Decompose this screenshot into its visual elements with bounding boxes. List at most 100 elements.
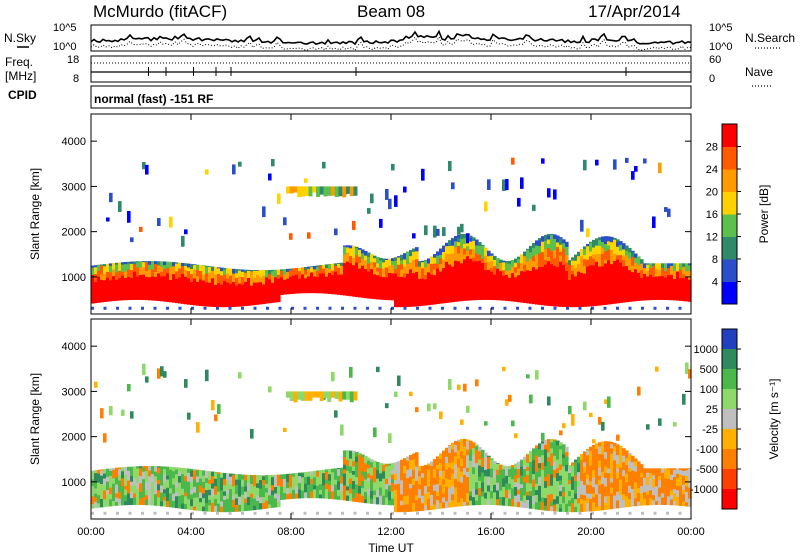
range-cell bbox=[250, 279, 254, 286]
range-cell bbox=[667, 267, 671, 276]
range-cell bbox=[190, 488, 194, 495]
range-cell bbox=[577, 485, 581, 493]
y-tick-label: 3000 bbox=[62, 386, 86, 398]
range-cell bbox=[667, 495, 671, 506]
range-cell bbox=[220, 275, 224, 281]
range-cell bbox=[664, 468, 668, 470]
range-cell bbox=[178, 471, 182, 477]
range-cell bbox=[670, 263, 674, 266]
range-cell bbox=[121, 295, 125, 301]
range-cell bbox=[574, 485, 578, 494]
scatter-cell bbox=[157, 368, 161, 379]
power-data bbox=[91, 157, 692, 310]
range-cell bbox=[223, 506, 227, 513]
range-cell bbox=[361, 487, 365, 496]
range-cell bbox=[493, 265, 497, 275]
colorbar-swatch bbox=[722, 389, 737, 410]
range-cell bbox=[469, 288, 473, 295]
range-cell bbox=[166, 487, 170, 497]
range-cell bbox=[391, 478, 395, 483]
range-cell bbox=[601, 441, 605, 444]
range-cell bbox=[190, 498, 194, 507]
near-range-cell bbox=[453, 511, 457, 515]
range-cell bbox=[649, 283, 653, 289]
range-cell bbox=[463, 467, 467, 475]
range-cell bbox=[520, 459, 524, 467]
range-cell bbox=[271, 270, 275, 277]
colorbar-swatch bbox=[722, 329, 737, 350]
range-cell bbox=[310, 474, 314, 479]
range-cell bbox=[223, 484, 227, 492]
range-cell bbox=[604, 239, 608, 244]
range-cell bbox=[169, 466, 173, 470]
range-cell bbox=[646, 476, 650, 486]
range-cell bbox=[151, 268, 155, 277]
near-range-cell bbox=[116, 511, 119, 515]
range-cell bbox=[325, 479, 329, 484]
range-cell bbox=[565, 262, 569, 271]
range-cell bbox=[610, 283, 614, 289]
range-cell bbox=[664, 477, 668, 486]
range-cell bbox=[502, 478, 506, 487]
range-cell bbox=[214, 284, 218, 291]
range-cell bbox=[334, 468, 338, 470]
range-cell bbox=[619, 244, 623, 251]
range-cell bbox=[94, 265, 98, 268]
range-cell bbox=[388, 470, 392, 478]
range-cell bbox=[160, 492, 164, 502]
range-cell bbox=[529, 495, 533, 501]
range-cell bbox=[538, 283, 542, 289]
range-cell bbox=[424, 260, 428, 268]
scatter-cell bbox=[277, 193, 281, 204]
range-cell bbox=[679, 485, 683, 492]
range-cell bbox=[364, 462, 368, 473]
range-cell bbox=[649, 274, 653, 284]
range-cell bbox=[553, 265, 557, 273]
scatter-cell bbox=[505, 179, 509, 191]
range-cell bbox=[343, 278, 347, 288]
range-cell bbox=[187, 270, 191, 279]
range-cell bbox=[523, 295, 527, 303]
range-cell bbox=[295, 493, 299, 499]
range-cell bbox=[358, 268, 362, 274]
range-cell bbox=[544, 439, 548, 445]
range-cell bbox=[646, 280, 650, 289]
range-cell bbox=[352, 450, 356, 454]
range-cell bbox=[394, 273, 398, 281]
range-cell bbox=[400, 472, 404, 481]
range-cell bbox=[535, 295, 539, 305]
range-cell bbox=[520, 292, 524, 297]
range-cell bbox=[664, 485, 668, 495]
range-cell bbox=[409, 499, 413, 505]
range-cell bbox=[238, 504, 242, 512]
range-cell bbox=[616, 448, 620, 456]
range-cell bbox=[586, 497, 590, 503]
range-cell bbox=[520, 487, 524, 496]
near-range-cell bbox=[491, 306, 494, 310]
range-cell bbox=[595, 261, 599, 270]
range-cell bbox=[205, 489, 209, 496]
range-cell bbox=[352, 257, 356, 266]
range-cell bbox=[115, 272, 119, 280]
range-cell bbox=[427, 300, 431, 306]
range-cell bbox=[532, 247, 536, 257]
range-cell bbox=[388, 258, 392, 266]
range-cell bbox=[262, 475, 266, 481]
range-cell bbox=[469, 473, 473, 479]
range-cell bbox=[199, 478, 203, 486]
range-cell bbox=[427, 469, 431, 479]
range-cell bbox=[400, 465, 404, 473]
range-cell bbox=[265, 487, 269, 493]
range-cell bbox=[619, 473, 623, 480]
range-cell bbox=[367, 460, 371, 465]
range-cell bbox=[592, 493, 596, 498]
range-cell bbox=[112, 491, 116, 502]
range-cell bbox=[97, 270, 101, 277]
range-cell bbox=[175, 491, 179, 497]
range-cell bbox=[502, 294, 506, 301]
range-cell bbox=[346, 252, 350, 262]
range-cell bbox=[352, 470, 356, 475]
range-cell bbox=[538, 240, 542, 247]
range-cell bbox=[187, 285, 191, 290]
range-cell bbox=[232, 485, 236, 496]
